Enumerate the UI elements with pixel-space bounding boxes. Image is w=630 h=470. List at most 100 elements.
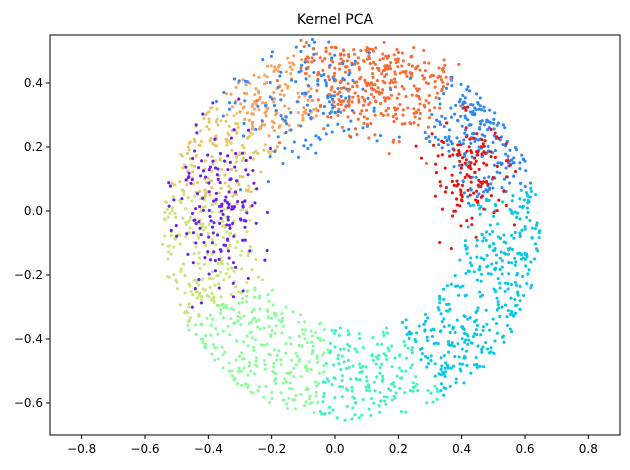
- scatter-point: [305, 55, 309, 59]
- scatter-point: [455, 318, 459, 322]
- scatter-point: [178, 180, 182, 184]
- scatter-point: [506, 308, 510, 313]
- scatter-point: [378, 390, 382, 395]
- scatter-point: [310, 37, 314, 42]
- scatter-point: [201, 277, 205, 282]
- scatter-point: [418, 347, 423, 351]
- scatter-point: [433, 362, 437, 366]
- scatter-point: [482, 150, 486, 154]
- scatter-point: [225, 230, 229, 234]
- scatter-point: [288, 65, 292, 69]
- scatter-point: [505, 323, 510, 327]
- scatter-point: [455, 184, 459, 188]
- scatter-point: [467, 145, 471, 149]
- scatter-point: [387, 349, 391, 353]
- scatter-point: [445, 138, 449, 143]
- scatter-point: [216, 261, 220, 265]
- scatter-point: [514, 260, 518, 264]
- scatter-point: [379, 134, 383, 138]
- scatter-point: [279, 114, 283, 118]
- scatter-point: [316, 79, 320, 83]
- scatter-point: [400, 369, 404, 373]
- scatter-point: [418, 97, 422, 101]
- scatter-point: [250, 204, 254, 208]
- scatter-point: [299, 392, 303, 396]
- scatter-point: [523, 184, 527, 189]
- scatter-point: [255, 99, 259, 103]
- scatter-point: [197, 278, 201, 282]
- scatter-point: [471, 203, 476, 207]
- scatter-point: [214, 243, 218, 247]
- scatter-point: [433, 194, 437, 198]
- scatter-point: [426, 125, 430, 129]
- scatter-point: [518, 161, 522, 165]
- scatter-point: [511, 161, 515, 165]
- scatter-point: [518, 231, 522, 235]
- scatter-point: [236, 125, 240, 130]
- scatter-point: [490, 262, 494, 266]
- scatter-point: [519, 181, 523, 186]
- scatter-point: [327, 40, 331, 44]
- scatter-point: [184, 178, 188, 182]
- scatter-point: [330, 56, 334, 60]
- scatter-point: [305, 369, 309, 373]
- scatter-point: [501, 123, 505, 127]
- scatter-point: [213, 137, 217, 141]
- scatter-point: [234, 246, 238, 250]
- scatter-point: [383, 99, 387, 103]
- scatter-point: [362, 115, 366, 119]
- scatter-point: [252, 151, 256, 155]
- scatter-point: [518, 299, 522, 303]
- scatter-point: [221, 329, 225, 333]
- scatter-point: [387, 387, 391, 391]
- scatter-point: [211, 231, 215, 235]
- scatter-point: [312, 107, 316, 112]
- scatter-point: [328, 52, 332, 56]
- scatter-point: [404, 410, 408, 414]
- scatter-point: [266, 64, 270, 68]
- scatter-point: [256, 104, 260, 108]
- scatter-point: [488, 223, 492, 227]
- scatter-point: [332, 332, 336, 336]
- scatter-point: [181, 262, 185, 266]
- scatter-point: [250, 127, 254, 131]
- scatter-point: [225, 113, 229, 117]
- scatter-point: [239, 102, 243, 106]
- scatter-point: [359, 75, 363, 79]
- scatter-point: [209, 333, 213, 337]
- scatter-point: [169, 233, 174, 237]
- scatter-point: [208, 139, 212, 143]
- scatter-point: [315, 354, 319, 358]
- scatter-point: [484, 238, 488, 242]
- scatter-point: [374, 46, 378, 50]
- scatter-point: [409, 332, 413, 336]
- scatter-point: [314, 52, 319, 56]
- scatter-point: [207, 117, 211, 121]
- scatter-point: [456, 118, 460, 122]
- scatter-point: [384, 358, 389, 362]
- scatter-point: [346, 342, 350, 346]
- scatter-point: [229, 292, 233, 296]
- scatter-point: [299, 66, 303, 70]
- scatter-point: [469, 141, 473, 145]
- scatter-point: [236, 314, 240, 319]
- scatter-point: [415, 110, 419, 115]
- scatter-point: [519, 188, 523, 192]
- scatter-point: [185, 183, 189, 187]
- scatter-point: [512, 223, 517, 227]
- scatter-point: [518, 205, 522, 209]
- scatter-point: [191, 182, 195, 186]
- scatter-point: [284, 70, 288, 74]
- scatter-point: [241, 156, 245, 160]
- scatter-point: [447, 323, 451, 328]
- scatter-point: [310, 60, 314, 64]
- scatter-point: [433, 85, 437, 89]
- scatter-point: [254, 319, 258, 323]
- scatter-point: [274, 372, 278, 376]
- scatter-point: [210, 292, 214, 296]
- scatter-point: [265, 210, 269, 214]
- scatter-point: [494, 253, 499, 257]
- scatter-point: [186, 220, 190, 224]
- scatter-point: [461, 362, 465, 366]
- scatter-point: [221, 316, 225, 320]
